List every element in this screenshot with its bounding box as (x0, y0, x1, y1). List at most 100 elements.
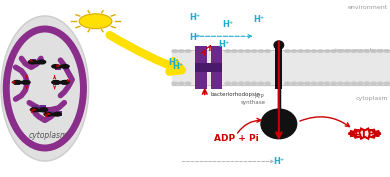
Text: H⁺: H⁺ (172, 62, 183, 71)
FancyBboxPatch shape (30, 61, 44, 62)
Circle shape (331, 50, 337, 52)
Circle shape (338, 50, 343, 52)
FancyBboxPatch shape (53, 80, 59, 85)
Text: environment: environment (348, 5, 388, 10)
Ellipse shape (21, 80, 31, 85)
FancyBboxPatch shape (30, 59, 35, 64)
FancyBboxPatch shape (39, 59, 44, 64)
FancyBboxPatch shape (275, 46, 282, 88)
Circle shape (344, 82, 350, 85)
Circle shape (225, 50, 230, 52)
Circle shape (305, 82, 310, 85)
FancyBboxPatch shape (62, 80, 67, 85)
FancyBboxPatch shape (48, 111, 53, 116)
Circle shape (172, 50, 177, 52)
Text: bacteriorhodopsin: bacteriorhodopsin (211, 92, 261, 97)
FancyBboxPatch shape (14, 80, 20, 85)
Circle shape (338, 82, 343, 85)
Circle shape (232, 82, 237, 85)
FancyBboxPatch shape (48, 113, 62, 114)
Circle shape (245, 82, 250, 85)
Circle shape (358, 82, 363, 85)
Circle shape (371, 82, 376, 85)
Text: ATP: ATP (354, 129, 376, 139)
Circle shape (258, 50, 264, 52)
Ellipse shape (53, 112, 62, 117)
Circle shape (179, 82, 184, 85)
FancyBboxPatch shape (195, 46, 207, 88)
Text: H⁺: H⁺ (190, 33, 200, 42)
Circle shape (318, 50, 323, 52)
Text: ADP + Pi: ADP + Pi (214, 135, 258, 143)
Circle shape (378, 50, 383, 52)
FancyBboxPatch shape (41, 105, 46, 110)
Circle shape (371, 50, 376, 52)
FancyBboxPatch shape (32, 105, 37, 110)
Circle shape (238, 50, 244, 52)
Circle shape (298, 50, 303, 52)
FancyBboxPatch shape (55, 67, 69, 68)
Circle shape (285, 50, 290, 52)
Circle shape (305, 50, 310, 52)
Ellipse shape (261, 108, 297, 139)
Circle shape (291, 50, 297, 52)
FancyBboxPatch shape (211, 46, 222, 88)
Ellipse shape (273, 40, 284, 50)
Ellipse shape (51, 80, 60, 85)
Circle shape (265, 82, 270, 85)
Circle shape (265, 50, 270, 52)
Text: cytoplasm: cytoplasm (355, 96, 388, 101)
Text: inner membrane: inner membrane (335, 48, 388, 53)
Circle shape (324, 50, 330, 52)
Ellipse shape (37, 59, 46, 64)
Ellipse shape (43, 112, 53, 117)
Text: H⁺: H⁺ (223, 20, 234, 29)
Text: H⁺: H⁺ (219, 40, 230, 49)
Circle shape (351, 82, 356, 85)
Text: cytoplasm: cytoplasm (29, 131, 68, 140)
FancyBboxPatch shape (56, 111, 62, 116)
Circle shape (318, 82, 323, 85)
Circle shape (324, 82, 330, 85)
Ellipse shape (51, 64, 60, 69)
Circle shape (291, 82, 297, 85)
Circle shape (311, 50, 317, 52)
FancyBboxPatch shape (32, 107, 46, 109)
Circle shape (252, 50, 257, 52)
Circle shape (351, 50, 356, 52)
FancyBboxPatch shape (55, 65, 61, 70)
Ellipse shape (60, 80, 70, 85)
Circle shape (79, 14, 112, 29)
Circle shape (344, 50, 350, 52)
Text: H⁺: H⁺ (273, 158, 284, 166)
Circle shape (384, 50, 390, 52)
Circle shape (298, 82, 303, 85)
Circle shape (185, 82, 191, 85)
Circle shape (331, 82, 337, 85)
Circle shape (378, 82, 383, 85)
FancyBboxPatch shape (14, 82, 28, 83)
Circle shape (172, 82, 177, 85)
Circle shape (179, 50, 184, 52)
Ellipse shape (28, 59, 37, 64)
Text: H⁺: H⁺ (190, 13, 200, 22)
Circle shape (238, 82, 244, 85)
Polygon shape (348, 129, 381, 139)
Ellipse shape (39, 107, 48, 112)
Circle shape (185, 50, 191, 52)
Circle shape (225, 82, 230, 85)
Ellipse shape (1, 16, 89, 161)
Circle shape (232, 50, 237, 52)
Text: ATP
synthase: ATP synthase (240, 94, 265, 105)
Ellipse shape (30, 107, 39, 112)
Circle shape (311, 82, 317, 85)
Ellipse shape (60, 64, 70, 69)
FancyBboxPatch shape (64, 65, 69, 70)
Circle shape (384, 82, 390, 85)
Circle shape (364, 82, 370, 85)
Circle shape (258, 82, 264, 85)
FancyBboxPatch shape (53, 82, 67, 83)
Circle shape (245, 50, 250, 52)
Text: H⁺: H⁺ (254, 15, 265, 24)
Ellipse shape (12, 80, 21, 85)
